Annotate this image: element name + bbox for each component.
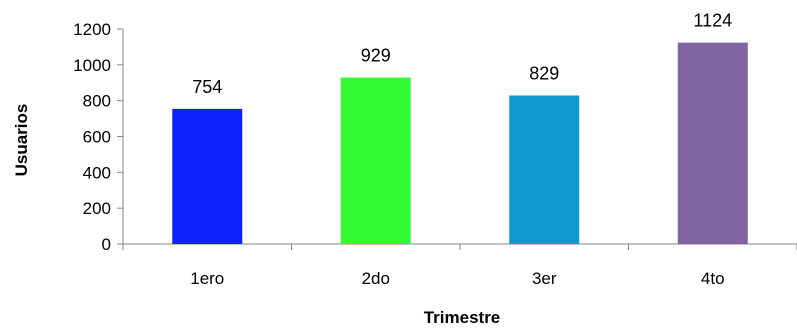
bar-2do bbox=[340, 77, 411, 244]
x-tick-label-4to: 4to bbox=[701, 269, 725, 288]
y-tick-label: 1000 bbox=[73, 56, 111, 75]
bars bbox=[172, 42, 748, 245]
bar-3er bbox=[509, 95, 580, 245]
y-tick-label: 400 bbox=[83, 163, 111, 182]
bar-4to bbox=[677, 42, 748, 244]
y-tick-label: 800 bbox=[83, 92, 111, 111]
x-tick-labels: 1ero 2do 3er 4to bbox=[190, 269, 724, 288]
data-label-3er: 829 bbox=[529, 63, 559, 83]
data-label-1ero: 754 bbox=[192, 77, 222, 97]
y-tick-label: 600 bbox=[83, 128, 111, 147]
x-axis-ticks bbox=[122, 244, 797, 250]
x-axis-title: Trimestre bbox=[424, 308, 501, 327]
bar-1ero bbox=[172, 108, 243, 245]
x-tick-label-1ero: 1ero bbox=[190, 269, 224, 288]
y-tick-label: 1200 bbox=[73, 20, 111, 39]
y-axis-title: Usuarios bbox=[12, 104, 31, 177]
data-labels: 754 929 829 1124 bbox=[192, 11, 732, 97]
y-tick-label: 0 bbox=[102, 235, 111, 254]
x-tick-label-3er: 3er bbox=[532, 269, 557, 288]
x-tick-label-2do: 2do bbox=[362, 269, 390, 288]
data-label-4to: 1124 bbox=[693, 11, 732, 31]
y-tick-label: 200 bbox=[83, 199, 111, 218]
y-axis-ticks: 0 200 400 600 800 1000 1200 bbox=[73, 20, 123, 254]
data-label-2do: 929 bbox=[361, 46, 391, 66]
